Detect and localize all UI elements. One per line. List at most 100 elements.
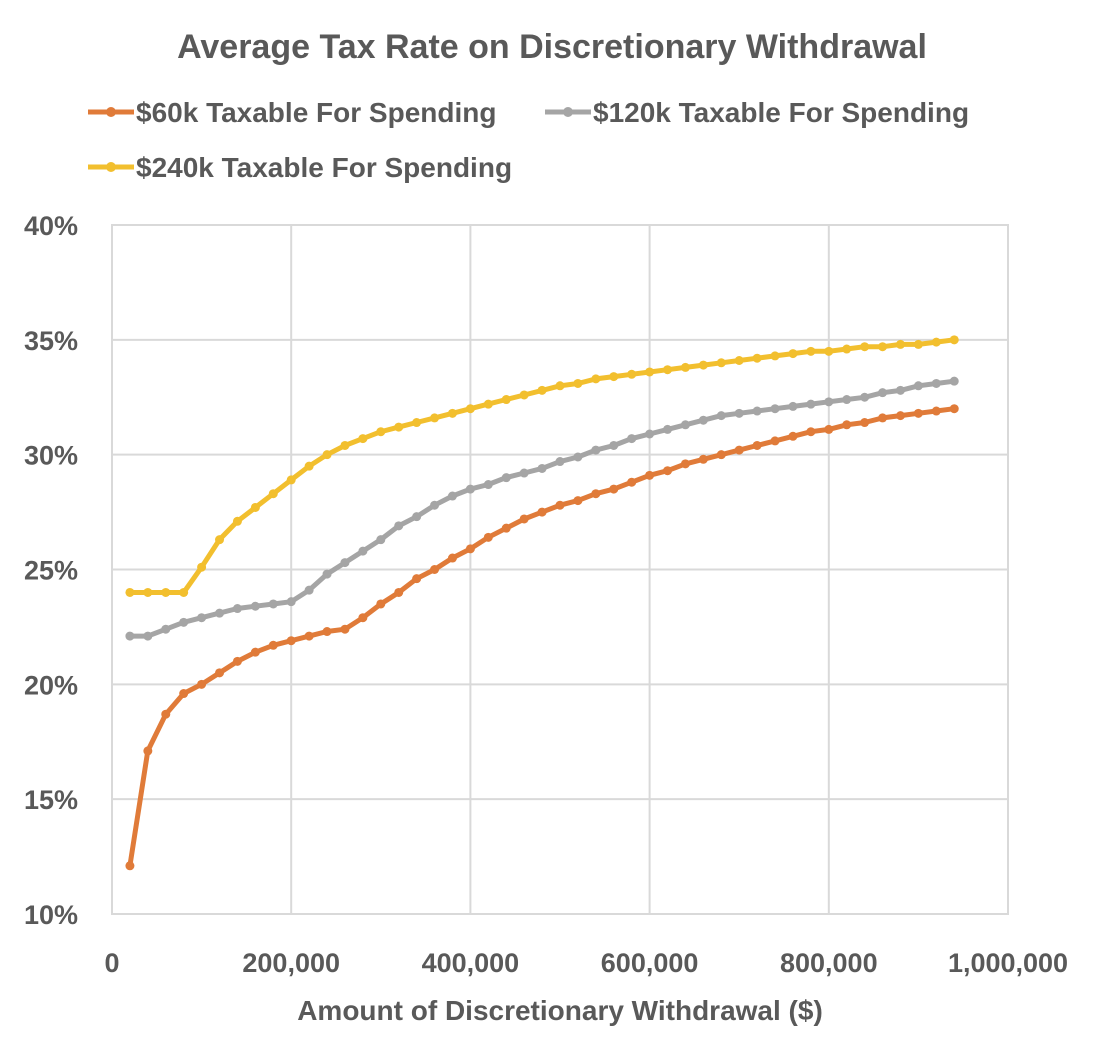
data-point <box>340 440 350 450</box>
data-point <box>376 427 386 437</box>
data-point <box>322 569 332 579</box>
data-point <box>895 339 905 349</box>
data-point <box>394 422 404 432</box>
data-point <box>842 395 852 405</box>
x-axis-title: Amount of Discretionary Withdrawal ($) <box>297 995 823 1026</box>
y-tick-label: 15% <box>24 785 78 815</box>
data-point <box>447 408 457 418</box>
data-point <box>627 477 637 487</box>
data-point <box>125 631 135 641</box>
data-point <box>949 376 959 386</box>
data-point <box>215 668 225 678</box>
data-point <box>698 454 708 464</box>
data-point <box>895 385 905 395</box>
data-point <box>645 429 655 439</box>
data-point <box>788 401 798 411</box>
data-point <box>215 608 225 618</box>
data-point <box>806 346 816 356</box>
data-point <box>268 640 278 650</box>
data-point <box>913 408 923 418</box>
data-point <box>555 381 565 391</box>
data-point <box>842 344 852 354</box>
data-point <box>537 385 547 395</box>
data-point <box>286 475 296 485</box>
data-point <box>734 445 744 455</box>
data-point <box>609 372 619 382</box>
x-tick-label: 400,000 <box>422 948 520 978</box>
plot-frame <box>111 224 1009 915</box>
data-point <box>698 415 708 425</box>
data-point <box>304 585 314 595</box>
data-point <box>412 418 422 428</box>
x-tick-labels: 0 200,000 400,000 600,000 800,000 1,000,000 <box>104 948 1068 978</box>
data-point <box>913 381 923 391</box>
data-point <box>770 404 780 414</box>
data-point <box>734 356 744 366</box>
data-point <box>931 406 941 416</box>
data-point <box>412 574 422 584</box>
data-point <box>447 491 457 501</box>
data-point <box>573 496 583 506</box>
data-point <box>286 597 296 607</box>
data-point <box>143 631 153 641</box>
data-point <box>860 418 870 428</box>
x-tick-label: 800,000 <box>780 948 878 978</box>
data-point <box>878 413 888 423</box>
data-point <box>322 627 332 637</box>
series-line <box>127 406 957 869</box>
data-point <box>197 562 207 572</box>
data-point <box>322 450 332 460</box>
y-tick-label: 25% <box>24 556 78 586</box>
data-point <box>788 431 798 441</box>
data-point <box>197 679 207 689</box>
data-point <box>304 461 314 471</box>
data-point <box>430 565 440 574</box>
data-point <box>519 390 529 400</box>
series-layer <box>125 335 959 871</box>
y-tick-label: 40% <box>24 211 78 241</box>
data-point <box>465 544 475 554</box>
data-point <box>179 587 189 597</box>
data-point <box>627 369 637 379</box>
data-point <box>125 587 135 597</box>
data-point <box>734 408 744 418</box>
y-tick-label: 35% <box>24 326 78 356</box>
data-point <box>304 631 314 641</box>
data-point <box>788 349 798 359</box>
data-point <box>752 440 762 450</box>
data-point <box>609 484 619 494</box>
data-point <box>340 558 350 568</box>
y-tick-label: 10% <box>24 900 78 930</box>
x-tick-label: 600,000 <box>601 948 699 978</box>
data-point <box>806 427 816 437</box>
legend: $60k Taxable For Spending $120k Taxable F… <box>88 97 969 183</box>
chart-title: Average Tax Rate on Discretionary Withdr… <box>177 28 927 66</box>
data-point <box>913 339 923 349</box>
data-point <box>752 406 762 416</box>
data-point <box>394 587 404 597</box>
data-point <box>232 604 242 614</box>
data-point <box>860 392 870 402</box>
data-point <box>770 436 780 446</box>
data-point <box>447 553 457 563</box>
data-point <box>232 516 242 526</box>
data-point <box>483 532 493 542</box>
data-point <box>465 404 475 414</box>
data-point <box>143 746 153 756</box>
data-point <box>680 420 690 430</box>
legend-marker <box>106 107 116 117</box>
data-point <box>430 500 440 510</box>
data-point <box>358 434 368 444</box>
data-point <box>770 351 780 361</box>
data-point <box>573 452 583 462</box>
legend-label: $240k Taxable For Spending <box>136 152 512 183</box>
y-tick-labels: 10% 15% 20% 25% 30% 35% 40% <box>24 211 78 930</box>
data-point <box>645 367 655 377</box>
legend-marker <box>563 107 573 117</box>
data-point <box>161 587 171 597</box>
data-point <box>358 613 368 623</box>
legend-item: $120k Taxable For Spending <box>545 97 969 128</box>
data-point <box>716 411 726 421</box>
data-point <box>519 514 529 524</box>
